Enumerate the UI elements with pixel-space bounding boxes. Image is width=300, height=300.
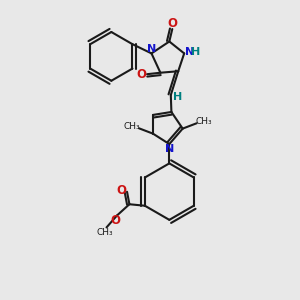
Text: N: N bbox=[147, 44, 156, 54]
Text: N: N bbox=[184, 47, 194, 57]
Text: O: O bbox=[137, 68, 147, 81]
Text: H: H bbox=[191, 47, 201, 57]
Text: CH₃: CH₃ bbox=[97, 228, 113, 237]
Text: CH₃: CH₃ bbox=[196, 117, 212, 126]
Text: O: O bbox=[110, 214, 120, 227]
Text: N: N bbox=[165, 143, 174, 154]
Text: O: O bbox=[167, 17, 177, 30]
Text: H: H bbox=[173, 92, 182, 101]
Text: CH₃: CH₃ bbox=[123, 122, 140, 131]
Text: O: O bbox=[117, 184, 127, 197]
